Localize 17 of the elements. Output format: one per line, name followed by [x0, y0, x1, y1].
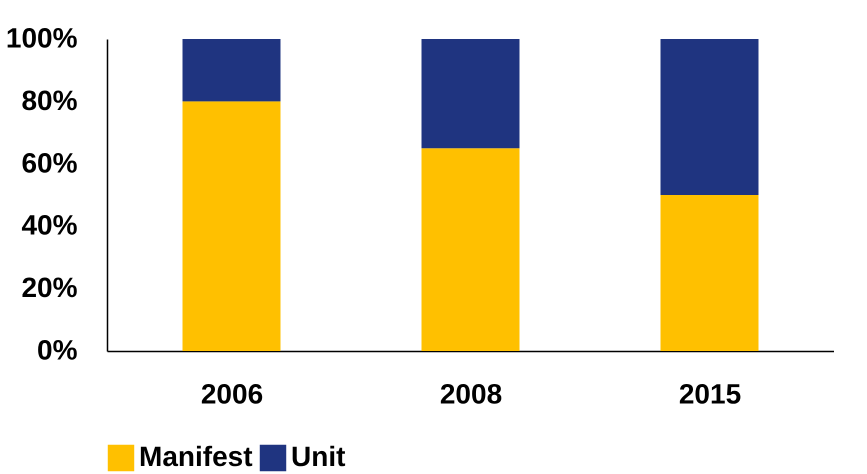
bar [660, 195, 758, 351]
bar [182, 101, 280, 351]
x-tick-label: 2006 [200, 378, 264, 410]
y-tick-label: 80% [21, 84, 78, 116]
x-tick-label: 2008 [440, 378, 502, 410]
legend-label: Unit [291, 441, 346, 472]
y-tick-label: 60% [21, 147, 78, 178]
y-tick-label: 100% [6, 22, 78, 54]
bar [660, 39, 758, 195]
y-tick-label: 20% [21, 272, 78, 304]
x-tick-label: 2015 [678, 378, 742, 410]
y-tick-label: 0% [37, 334, 78, 366]
bar [422, 148, 520, 351]
bar [422, 39, 520, 148]
bar [182, 39, 280, 102]
legend-label: Manifest [139, 441, 253, 472]
y-tick-label: 40% [21, 210, 78, 241]
